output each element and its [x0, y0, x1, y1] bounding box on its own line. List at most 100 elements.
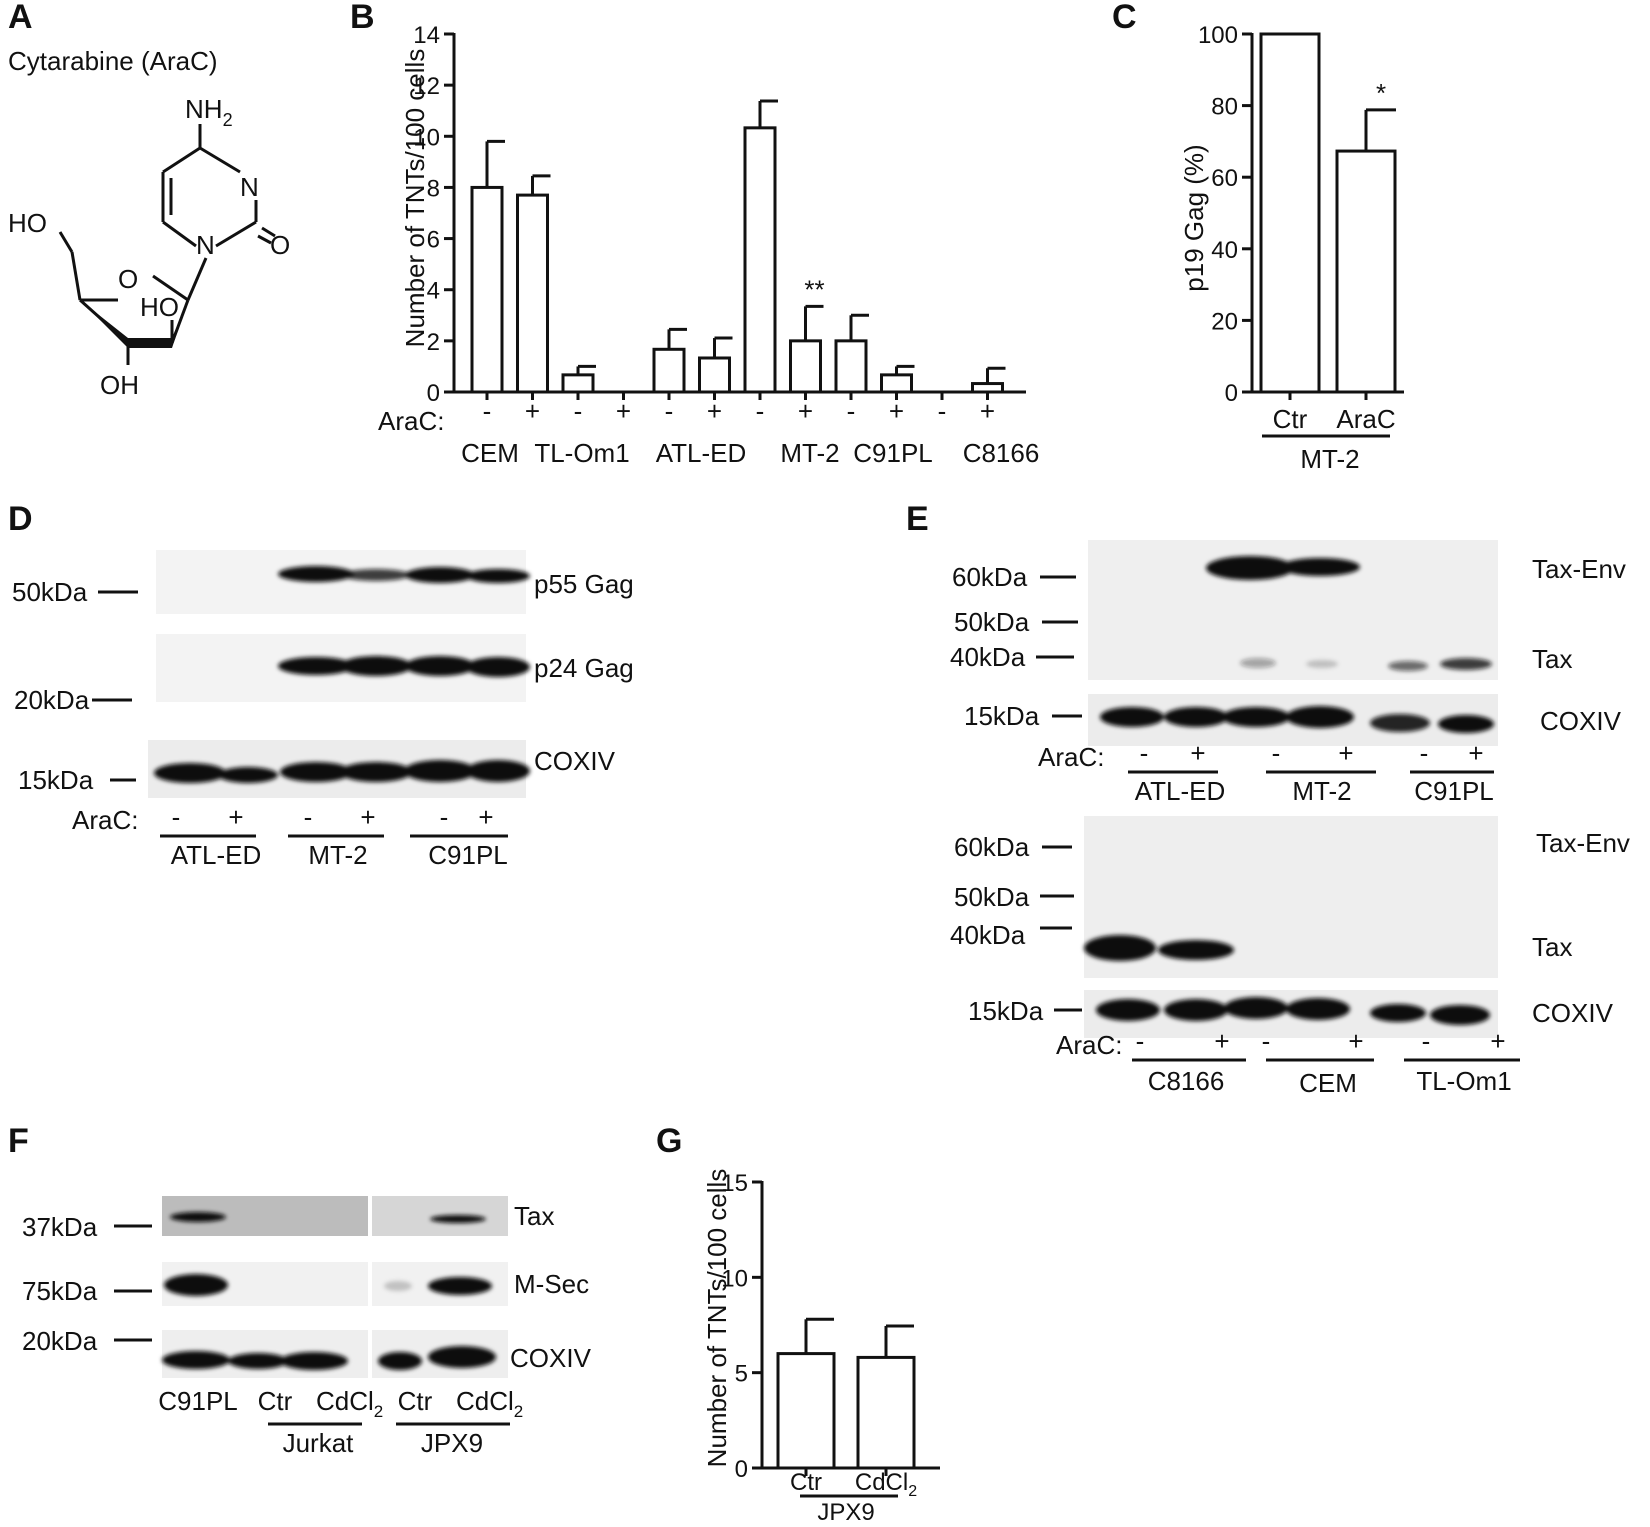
- panel-b-xtick-label: +: [616, 396, 631, 426]
- band-label-e-bottom-coxiv: COXIV: [1532, 998, 1614, 1028]
- panel-b-xtick-label: -: [847, 396, 856, 426]
- panel-d-mark-4: +: [360, 802, 375, 832]
- panel-b-xtick-label: -: [938, 396, 947, 426]
- panel-d-mark-5: -: [440, 802, 449, 832]
- panel-c-chart: 0 20 40 60 80 100 Ctr AraC *: [1198, 22, 1404, 434]
- panel-c-bar: [1335, 149, 1397, 394]
- panel-e-top-arac-label: AraC:: [1038, 742, 1104, 772]
- panel-e-top-mark-4: +: [1338, 738, 1353, 768]
- panel-c-xtick-label: Ctr: [1273, 404, 1308, 434]
- panel-e-bottom-mark-4: +: [1348, 1026, 1363, 1056]
- panel-e-top-mark-2: +: [1190, 738, 1205, 768]
- panel-b-bar: [470, 185, 504, 394]
- panel-b-ytick-label: 2: [427, 329, 440, 356]
- panel-b-bar: [971, 382, 1004, 394]
- panel-e-bottom-group-cem: CEM: [1299, 1068, 1357, 1098]
- panel-g-bar: [776, 1352, 836, 1470]
- panel-b-ytick-label: 4: [427, 278, 440, 305]
- marker-f-75kda: 75kDa: [22, 1276, 98, 1306]
- panel-e-bottom-group-c8166: C8166: [1148, 1066, 1225, 1096]
- bands-e-top: [1100, 556, 1494, 733]
- band-label-f-msec: M-Sec: [514, 1269, 589, 1299]
- marker-d-50kda: 50kDa: [12, 577, 88, 607]
- panel-c: C 0 20 40 60 80 100 Ctr AraC * p19 Gag (%) MT-2: [1112, 0, 1404, 474]
- panel-c-ytick-label: 20: [1211, 308, 1238, 335]
- panel-c-significance: *: [1376, 78, 1386, 108]
- panel-g-bar: [856, 1355, 916, 1470]
- panel-b-bar: [743, 126, 777, 394]
- panel-b-bar: [698, 356, 731, 394]
- atom-n-upper: N: [240, 172, 259, 202]
- panel-g-xtick-label: Ctr: [790, 1469, 822, 1496]
- panel-g-ytick-label: 5: [735, 1361, 748, 1388]
- panel-b-group-tl-om1: TL-Om1: [534, 438, 629, 468]
- panel-f: F 37kDa 75kDa 20kDa Tax M-Sec COXIV C91P…: [8, 1122, 592, 1458]
- blot-d-p55: [156, 550, 526, 614]
- panel-b-xtick-label: +: [889, 396, 904, 426]
- panel-b-significance: **: [804, 274, 824, 304]
- marker-d-20kda: 20kDa: [14, 685, 90, 715]
- marker-e-bottom-40kda: 40kDa: [950, 920, 1026, 950]
- panel-c-group: MT-2: [1300, 444, 1359, 474]
- atom-n-lower: N: [196, 230, 215, 260]
- panel-b-arac-label: AraC:: [378, 406, 444, 436]
- panel-e-bottom-arac-label: AraC:: [1056, 1030, 1122, 1060]
- panel-e-bottom-group-tl-om1: TL-Om1: [1416, 1066, 1511, 1096]
- band-label-f-tax: Tax: [514, 1201, 554, 1231]
- panel-e: E 60kDa 50kDa 40kDa 15kDa Tax-Env Tax CO…: [906, 500, 1630, 1098]
- panel-f-group-jpx9: JPX9: [421, 1428, 483, 1458]
- panel-b-ylabel: Number of TNTs/100 cells: [400, 49, 430, 348]
- panel-d-arac-label: AraC:: [72, 805, 138, 835]
- band-label-coxiv-d: COXIV: [534, 746, 616, 776]
- panel-e-top-mark-5: -: [1420, 738, 1429, 768]
- panel-b-xtick-label: -: [574, 396, 583, 426]
- panel-label-d: D: [8, 500, 33, 538]
- panel-e-top-mark-6: +: [1468, 738, 1483, 768]
- panel-f-lane-ctr-jurkat: Ctr: [258, 1386, 293, 1416]
- panel-e-bottom-mark-6: +: [1490, 1026, 1505, 1056]
- panel-b: B 0 2 4 6 8 10 12 14 - + - + - + - + - + - + ** Number of TN…: [350, 0, 1039, 468]
- band-label-e-bottom-tax: Tax: [1532, 932, 1572, 962]
- panel-d-group-atl-ed: ATL-ED: [171, 840, 262, 870]
- marker-e-top-50kda: 50kDa: [954, 607, 1030, 637]
- panel-g-group: JPX9: [817, 1499, 874, 1526]
- panel-g-ytick-label: 10: [721, 1265, 748, 1292]
- panel-b-bar: [880, 373, 913, 394]
- panel-e-top-group-atl-ed: ATL-ED: [1135, 776, 1226, 806]
- panel-b-xtick-label: +: [707, 396, 722, 426]
- atom-nh2: NH2: [185, 94, 233, 130]
- panel-c-ytick-label: 40: [1211, 237, 1238, 264]
- panel-e-bottom-mark-1: -: [1136, 1026, 1145, 1056]
- band-label-e-bottom-tax-env: Tax-Env: [1536, 828, 1630, 858]
- panel-f-lane-ctr-jpx9: Ctr: [398, 1386, 433, 1416]
- panel-b-group-mt2: MT-2: [780, 438, 839, 468]
- panel-b-bar: [561, 373, 595, 394]
- panel-e-top-group-mt2: MT-2: [1292, 776, 1351, 806]
- panel-b-xtick-label: +: [525, 396, 540, 426]
- panel-f-group-jurkat: Jurkat: [283, 1428, 355, 1458]
- band-label-e-top-tax: Tax: [1532, 644, 1572, 674]
- panel-c-ytick-label: 80: [1211, 94, 1238, 121]
- panel-e-bottom-mark-3: -: [1262, 1026, 1271, 1056]
- marker-e-top-15kda: 15kDa: [964, 701, 1040, 731]
- panel-label-a: A: [8, 0, 33, 36]
- bands-e-bottom: [1084, 935, 1490, 1025]
- panel-d-group-mt2: MT-2: [308, 840, 367, 870]
- panel-e-top-mark-1: -: [1140, 738, 1149, 768]
- panel-b-xtick-label: +: [980, 396, 995, 426]
- panel-b-group-c91pl: C91PL: [853, 438, 933, 468]
- panel-label-c: C: [1112, 0, 1137, 36]
- panel-b-xtick-label: -: [483, 396, 492, 426]
- band-label-e-top-coxiv: COXIV: [1540, 706, 1622, 736]
- atom-oh-bottom: OH: [100, 370, 139, 400]
- atom-ho-left: HO: [8, 208, 47, 238]
- panel-b-group-c8166: C8166: [963, 438, 1040, 468]
- atom-ho-mid: HO: [140, 292, 179, 322]
- panel-b-bar: [789, 339, 822, 394]
- panel-c-bar: [1259, 32, 1321, 394]
- marker-f-37kda: 37kDa: [22, 1212, 98, 1242]
- panel-a: A Cytarabine (AraC): [8, 0, 290, 400]
- panel-b-chart: 0 2 4 6 8 10 12 14 - + - + - + - + - + - + **: [413, 22, 1026, 426]
